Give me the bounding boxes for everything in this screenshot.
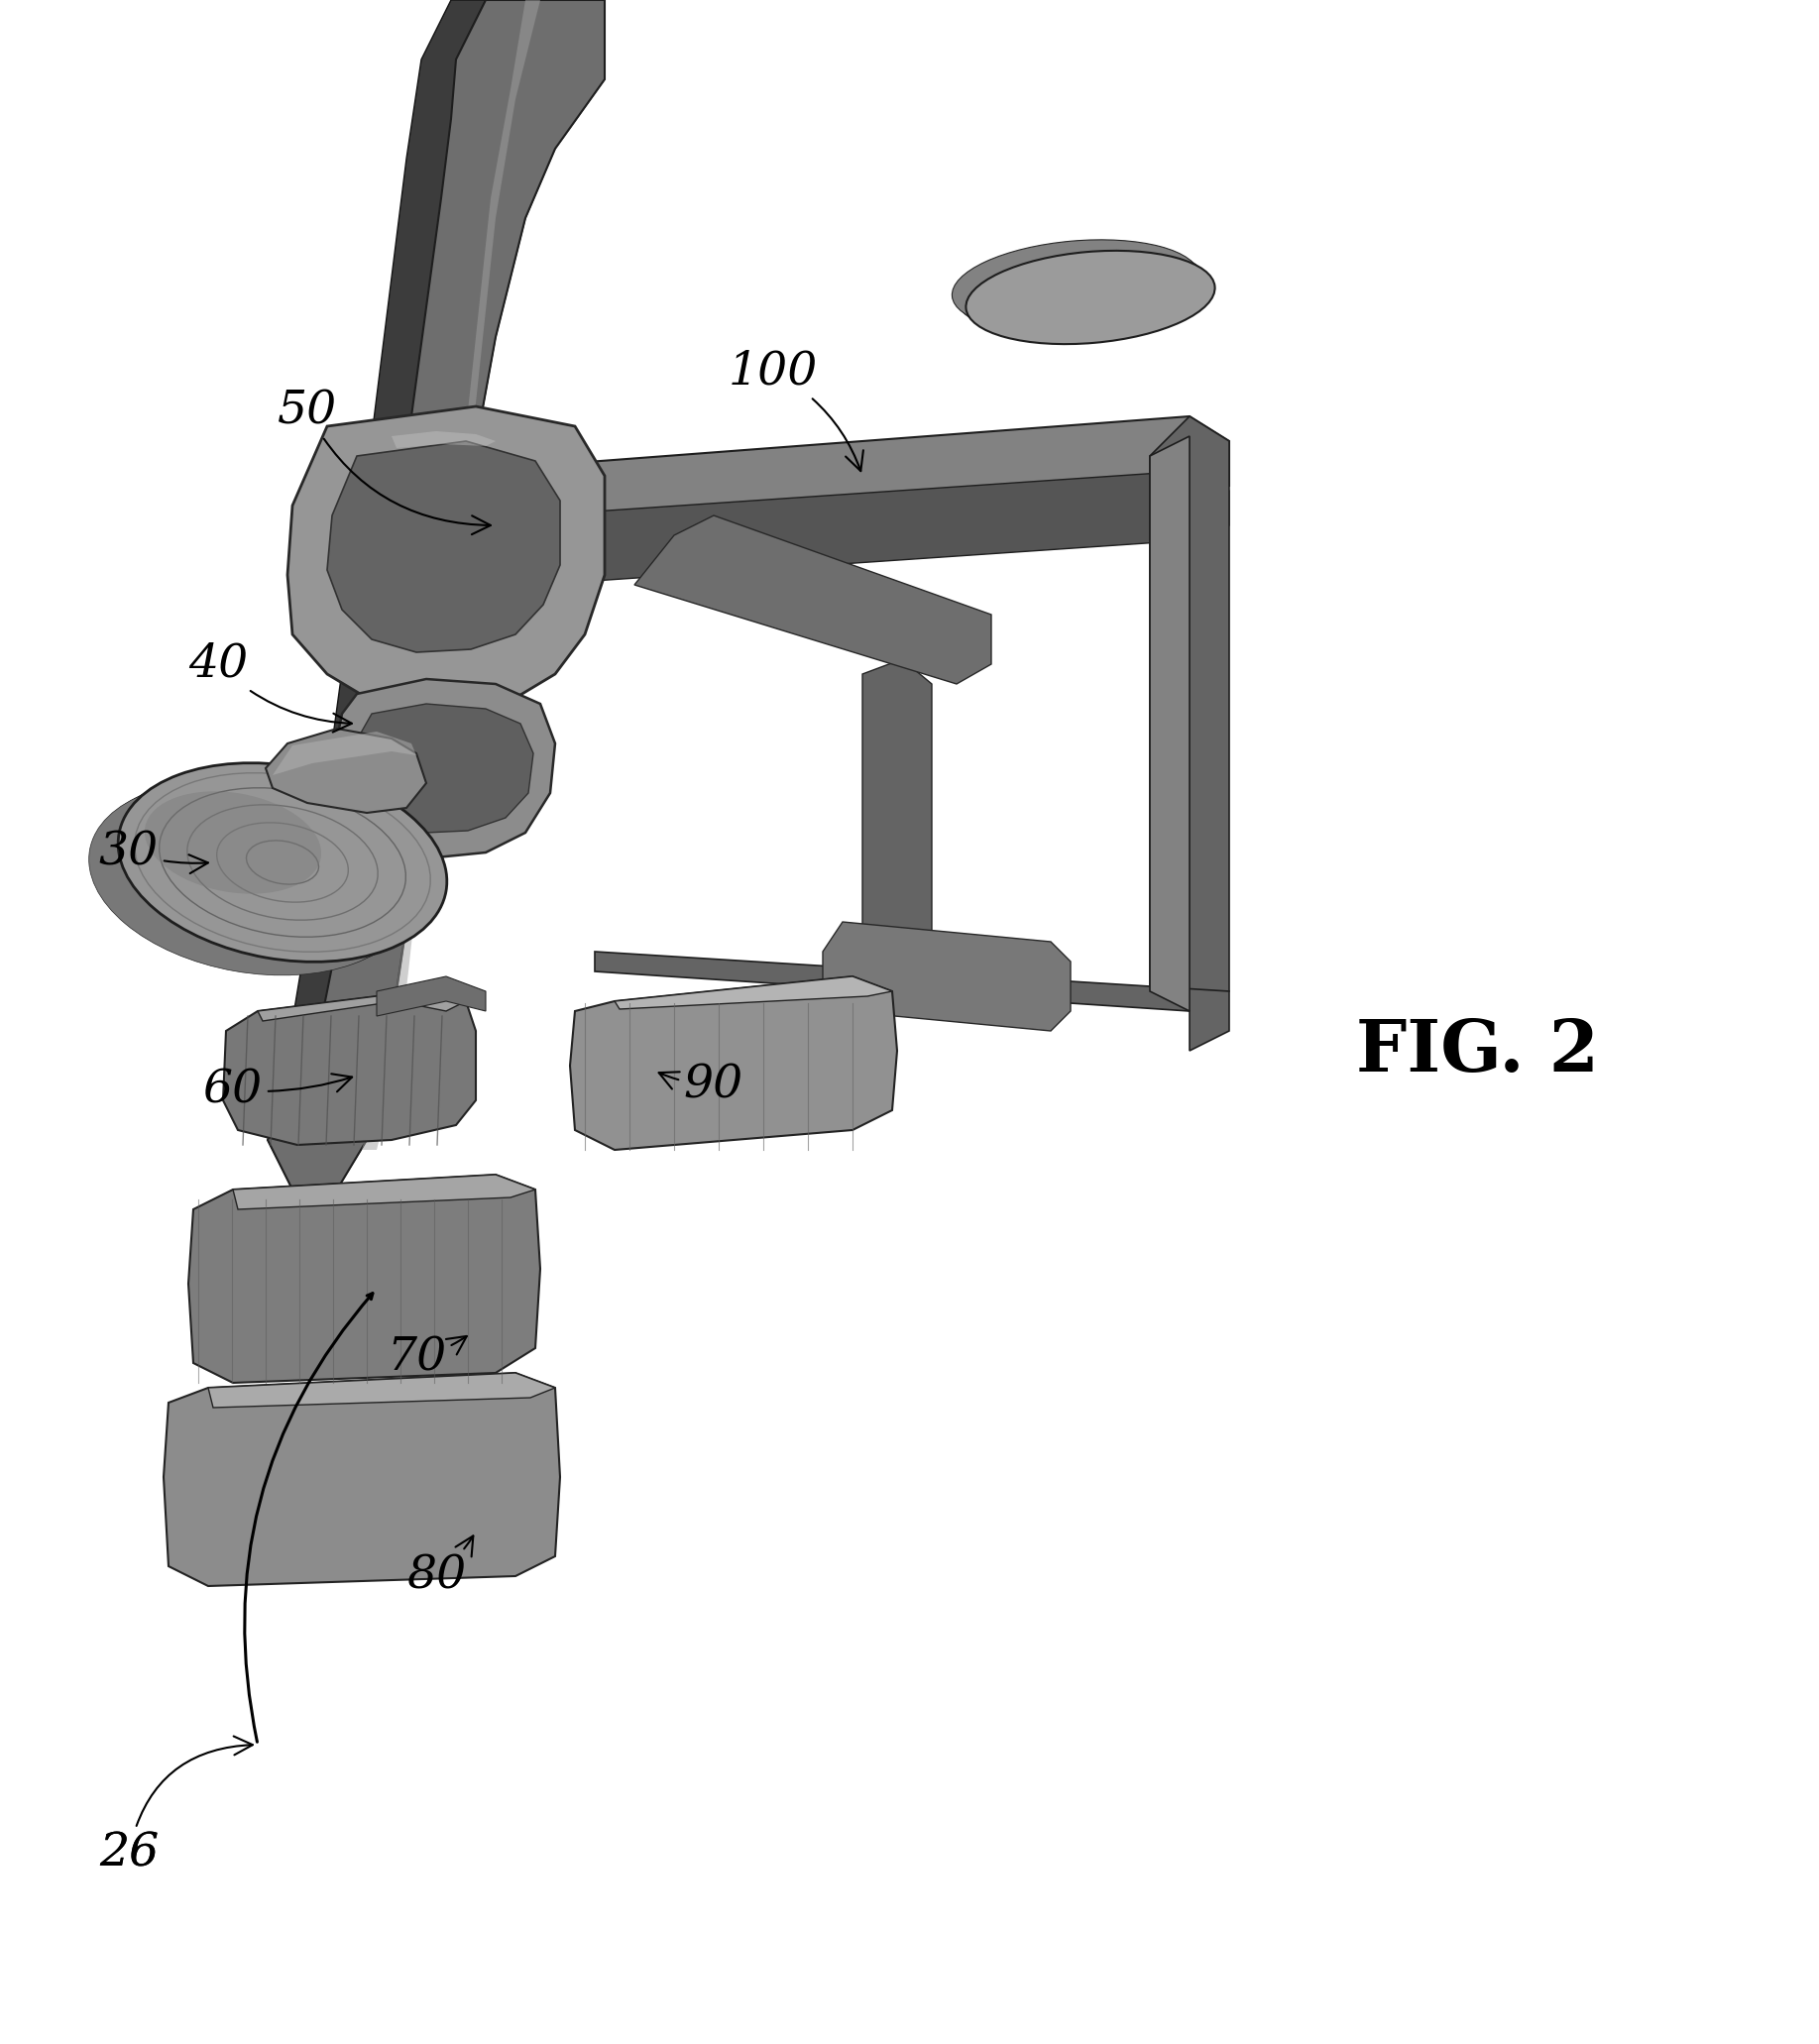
Polygon shape [351, 703, 533, 832]
Polygon shape [506, 470, 1230, 585]
Polygon shape [377, 977, 486, 1016]
Text: 90: 90 [658, 1063, 744, 1108]
Polygon shape [615, 977, 891, 1010]
Text: 100: 100 [728, 350, 864, 470]
Polygon shape [189, 1175, 540, 1384]
Ellipse shape [109, 771, 433, 965]
Polygon shape [273, 732, 417, 775]
Polygon shape [233, 1175, 535, 1210]
Ellipse shape [96, 777, 420, 971]
Text: 26: 26 [98, 1831, 158, 1876]
Text: 80: 80 [406, 1535, 473, 1598]
Text: 70: 70 [386, 1335, 467, 1380]
Polygon shape [1150, 435, 1190, 1012]
Polygon shape [164, 1374, 560, 1586]
Polygon shape [224, 991, 477, 1145]
Ellipse shape [113, 769, 437, 963]
Polygon shape [287, 407, 604, 713]
Polygon shape [267, 0, 604, 1190]
Polygon shape [258, 991, 466, 1022]
Text: FIG. 2: FIG. 2 [1355, 1016, 1599, 1085]
Polygon shape [635, 515, 991, 685]
Ellipse shape [118, 762, 447, 963]
Text: 60: 60 [204, 1067, 353, 1112]
Polygon shape [391, 431, 495, 448]
Ellipse shape [89, 781, 413, 975]
Polygon shape [822, 922, 1071, 1030]
Ellipse shape [951, 239, 1199, 331]
Text: 30: 30 [98, 830, 207, 875]
Polygon shape [266, 728, 426, 814]
Ellipse shape [968, 251, 1213, 343]
Text: 50: 50 [278, 388, 491, 533]
Polygon shape [207, 1374, 555, 1408]
Ellipse shape [962, 247, 1210, 339]
Ellipse shape [146, 791, 322, 893]
Polygon shape [862, 660, 931, 991]
Polygon shape [595, 953, 1230, 1051]
Ellipse shape [100, 775, 424, 969]
Polygon shape [569, 977, 897, 1151]
Polygon shape [1150, 417, 1230, 1012]
Ellipse shape [106, 773, 429, 967]
Polygon shape [335, 679, 555, 856]
Ellipse shape [957, 243, 1204, 335]
Text: 26: 26 [98, 1735, 253, 1876]
Text: 40: 40 [187, 642, 351, 732]
Ellipse shape [93, 779, 417, 973]
Ellipse shape [116, 766, 440, 961]
Polygon shape [535, 417, 1230, 536]
Polygon shape [267, 0, 604, 1190]
Polygon shape [327, 442, 560, 652]
Polygon shape [362, 0, 540, 1151]
Ellipse shape [966, 251, 1215, 343]
